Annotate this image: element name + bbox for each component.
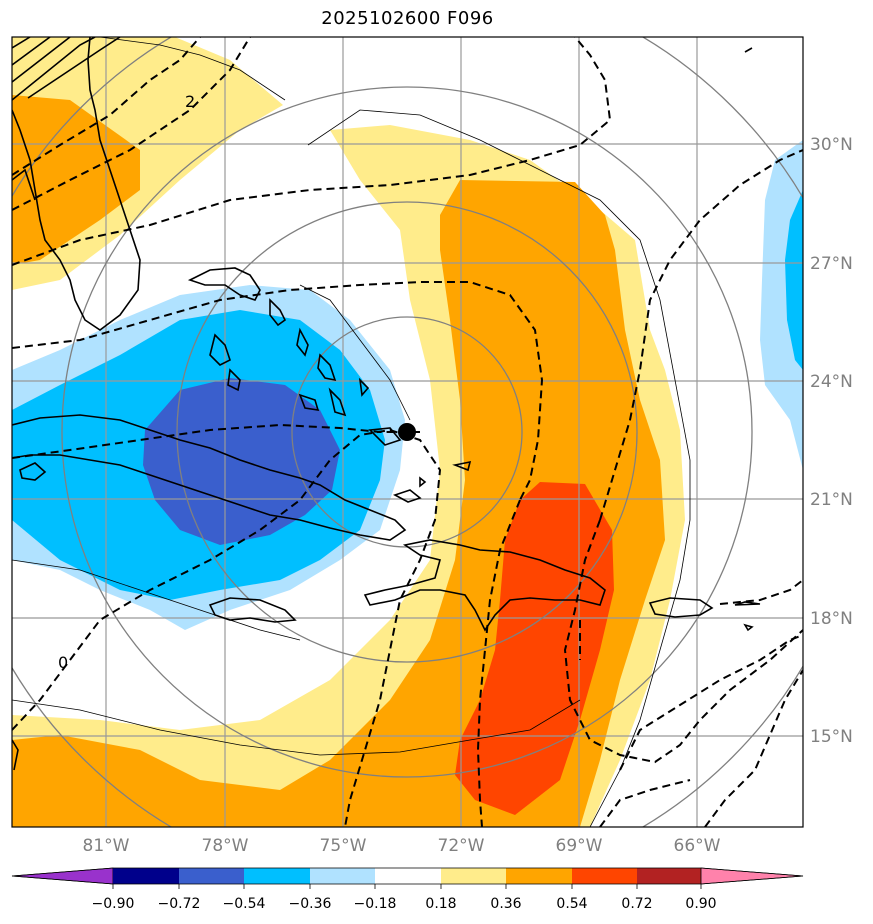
range-rings	[12, 37, 803, 827]
lon-label-81: 81°W	[83, 836, 130, 856]
colorbar-tick-label: −0.54	[223, 896, 266, 912]
colorbar-tick-label: −0.90	[92, 896, 135, 912]
map-panel: 2 0	[12, 37, 803, 827]
latitude-labels: 30°N 27°N 24°N 21°N 18°N 15°N	[810, 135, 853, 747]
lat-label-30: 30°N	[810, 135, 853, 155]
lon-label-75: 75°W	[320, 836, 367, 856]
lon-label-78: 78°W	[202, 836, 249, 856]
lon-label-72: 72°W	[438, 836, 485, 856]
colorbar-bin	[572, 868, 637, 884]
colorbar-tick-label: 0.18	[425, 896, 456, 912]
colorbar-tick-label: 0.72	[621, 896, 652, 912]
lat-label-24: 24°N	[810, 372, 853, 392]
solid-contours	[12, 37, 121, 101]
colorbar-bin	[113, 868, 179, 884]
colorbar-bin	[441, 868, 506, 884]
negative-anomaly-blue	[12, 285, 405, 630]
longitude-labels: 81°W 78°W 75°W 72°W 69°W 66°W	[83, 836, 721, 856]
colorbar-extend-low	[11, 867, 114, 885]
colorbar-extend-high	[700, 867, 804, 885]
lat-label-21: 21°N	[810, 490, 853, 510]
colorbar-bin	[506, 868, 572, 884]
dashed-contours	[12, 37, 803, 827]
colorbar-tick-label: −0.36	[289, 896, 332, 912]
lon-label-66: 66°W	[674, 836, 721, 856]
colorbar-ticks	[112, 884, 702, 889]
negative-anomaly-right-edge	[760, 140, 803, 470]
colorbar-tick-label: 0.36	[490, 896, 521, 912]
contour-label-2: 2	[185, 92, 195, 111]
colorbar-bin	[637, 868, 701, 884]
colorbar-bin	[310, 868, 375, 884]
colorbar-tick-label: 0.54	[556, 896, 587, 912]
lat-label-15: 15°N	[810, 727, 853, 747]
colorbar-tick-label: 0.90	[685, 896, 716, 912]
map-frame	[11, 36, 804, 828]
thin-outline-contours	[12, 37, 691, 827]
map-title: 2025102600 F096	[321, 8, 494, 29]
colorbar-bin	[244, 868, 310, 884]
storm-center-dot	[398, 423, 416, 441]
positive-anomaly-red	[455, 482, 614, 815]
colorbar-tick-label: −0.18	[354, 896, 397, 912]
colorbar-tick-label: −0.72	[158, 896, 201, 912]
lat-label-27: 27°N	[810, 254, 853, 274]
colorbar-bin	[375, 868, 441, 884]
lat-label-18: 18°N	[810, 609, 853, 629]
colorbar: −0.90 −0.72 −0.54 −0.36 −0.18 0.18 0.36 …	[11, 867, 804, 912]
contour-label-0: 0	[58, 653, 68, 672]
colorbar-bin	[179, 868, 244, 884]
lon-label-69: 69°W	[556, 836, 603, 856]
coastlines	[12, 37, 761, 771]
